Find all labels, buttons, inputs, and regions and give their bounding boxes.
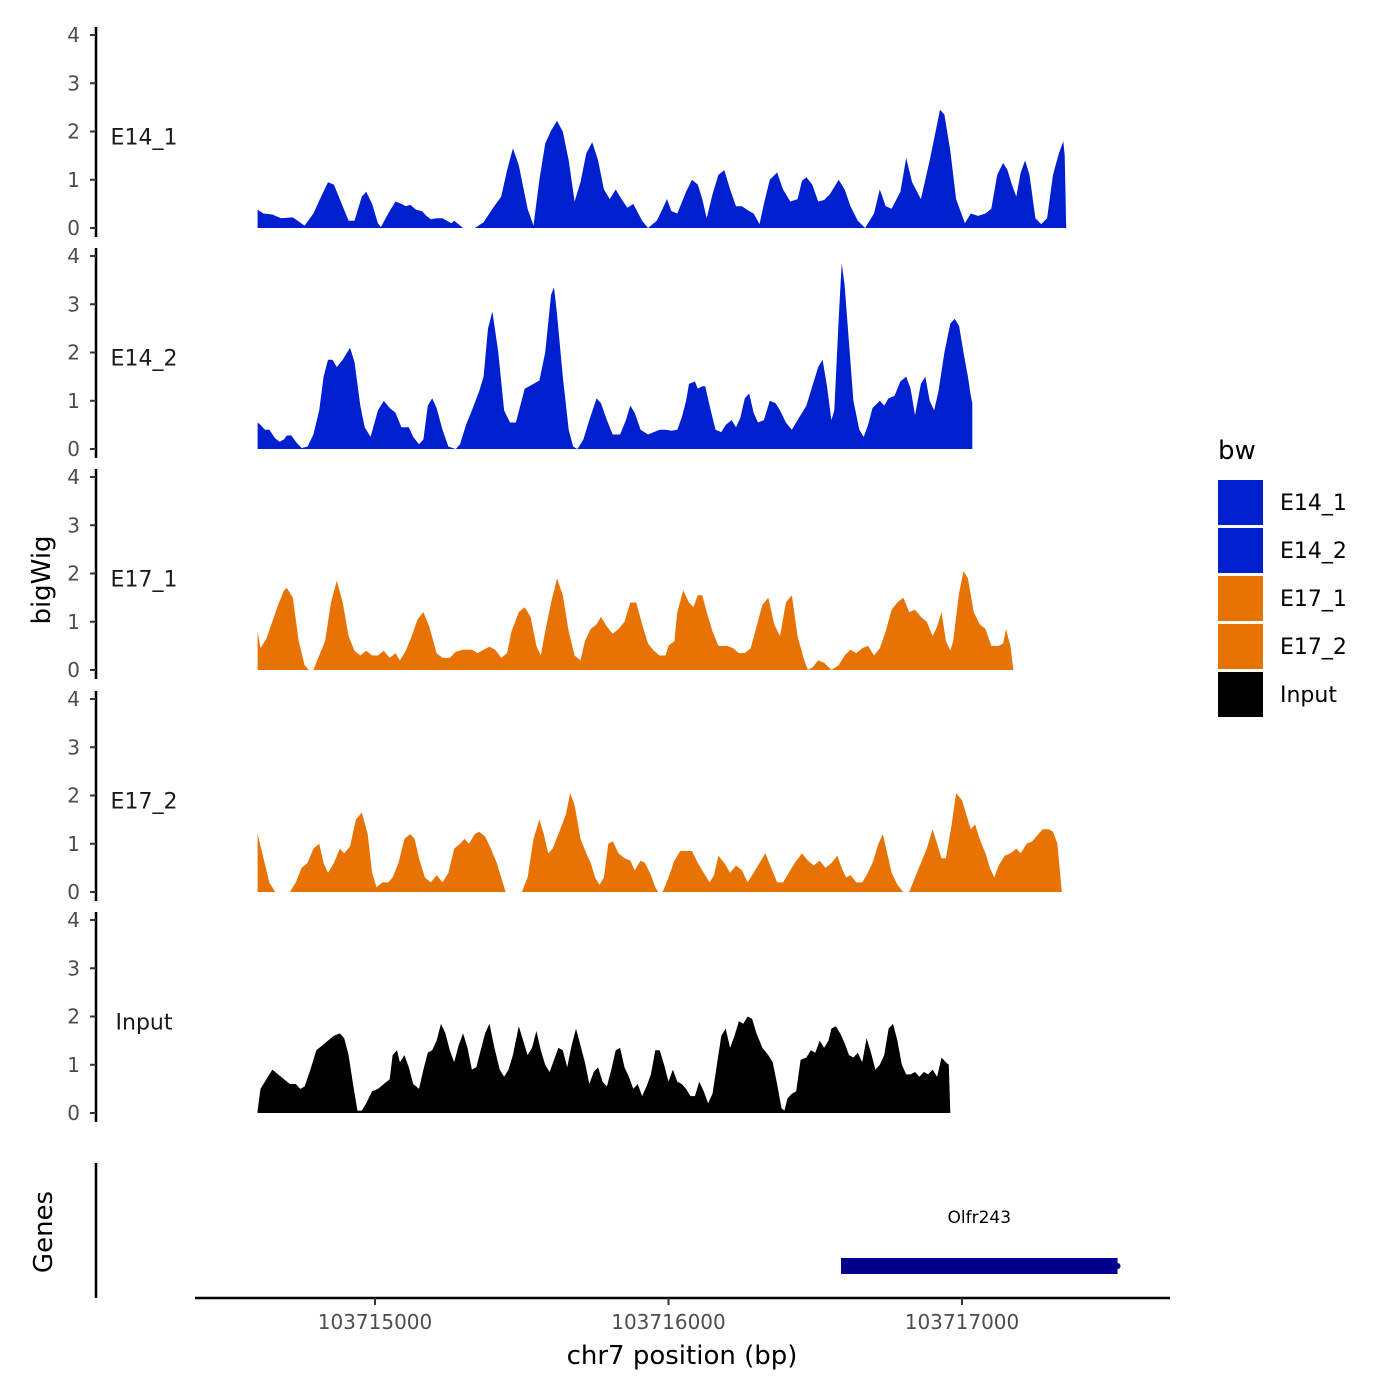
- coverage-area-E17_2: [257, 793, 1062, 892]
- y-tick-label-E17_1-2: 2: [67, 562, 80, 586]
- y-tick-label-E14_2-3: 3: [67, 292, 80, 316]
- y-tick-label-E17_2-0: 0: [67, 880, 80, 904]
- x-tick-label-0: 103715000: [318, 1310, 433, 1334]
- gene-end-marker-Olfr243: [1114, 1263, 1121, 1269]
- y-tick-label-E17_1-0: 0: [67, 658, 80, 682]
- legend: bw E14_1 E14_2 E17_1 E17_2 Input: [1218, 436, 1347, 717]
- track-label-Input: Input: [116, 1010, 173, 1035]
- legend-label-E17_1: E17_1: [1280, 587, 1347, 612]
- coverage-tracks: 0 1 2 3 4 E14_1 0 1 2 3 4 E14_2 0 1 2 3 4 E17_1 0 1 2 3 4 E17_2…: [67, 23, 1067, 1125]
- legend-label-Input: Input: [1280, 683, 1337, 708]
- y-tick-label-E17_2-2: 2: [67, 784, 80, 808]
- y-tick-label-E17_1-1: 1: [67, 610, 80, 634]
- coverage-area-E14_2: [257, 263, 973, 449]
- y-tick-label-E14_2-4: 4: [67, 244, 80, 268]
- x-axis-title: chr7 position (bp): [567, 1341, 798, 1371]
- y-tick-label-E14_2-1: 1: [67, 389, 80, 413]
- track-label-E17_2: E17_2: [111, 789, 178, 814]
- track-E14_2: 0 1 2 3 4 E14_2: [67, 244, 973, 461]
- gene-Olfr243: Olfr243: [840, 1208, 1121, 1274]
- gene-body-Olfr243: [841, 1258, 1118, 1274]
- y-tick-label-E14_1-2: 2: [67, 120, 80, 144]
- gene-strand-marker-Olfr243: [840, 1260, 853, 1272]
- legend-label-E14_1: E14_1: [1280, 491, 1347, 516]
- y-tick-label-E17_2-1: 1: [67, 832, 80, 856]
- y-tick-label-E17_1-4: 4: [67, 465, 80, 489]
- coverage-area-E14_1: [257, 109, 1067, 228]
- coverage-area-E17_1: [257, 571, 1014, 670]
- track-E17_2: 0 1 2 3 4 E17_2: [67, 687, 1062, 904]
- y-tick-label-E14_1-0: 0: [67, 216, 80, 240]
- track-E14_1: 0 1 2 3 4 E14_1: [67, 23, 1067, 240]
- legend-label-E14_2: E14_2: [1280, 539, 1347, 564]
- y-tick-label-E17_1-3: 3: [67, 513, 80, 537]
- legend-title: bw: [1218, 436, 1256, 466]
- genes-panel: Genes Olfr243: [29, 1163, 1121, 1298]
- y-axis-title: bigWig: [27, 535, 57, 624]
- legend-key-Input: [1218, 672, 1263, 717]
- y-tick-label-E14_2-2: 2: [67, 341, 80, 365]
- track-Input: 0 1 2 3 4 Input: [67, 908, 951, 1125]
- genes-axis-title: Genes: [29, 1191, 59, 1273]
- x-axis: chr7 position (bp) 103715000 103716000 103…: [195, 1296, 1170, 1371]
- track-label-E14_1: E14_1: [111, 125, 178, 150]
- y-tick-label-Input-1: 1: [67, 1053, 80, 1077]
- gene-label-Olfr243: Olfr243: [948, 1208, 1012, 1228]
- y-tick-label-Input-4: 4: [67, 908, 80, 932]
- coverage-area-Input: [257, 1016, 951, 1113]
- y-tick-label-E14_1-1: 1: [67, 168, 80, 192]
- legend-key-E17_1: [1218, 576, 1263, 621]
- y-tick-label-E17_2-3: 3: [67, 735, 80, 759]
- y-tick-label-Input-3: 3: [67, 956, 80, 980]
- y-tick-label-E14_1-3: 3: [67, 71, 80, 95]
- track-label-E14_2: E14_2: [111, 346, 178, 371]
- track-label-E17_1: E17_1: [111, 567, 178, 592]
- legend-key-E17_2: [1218, 624, 1263, 669]
- track-E17_1: 0 1 2 3 4 E17_1: [67, 465, 1014, 682]
- x-tick-label-2: 103717000: [905, 1310, 1020, 1334]
- y-tick-label-Input-2: 2: [67, 1005, 80, 1029]
- y-tick-label-E14_2-0: 0: [67, 437, 80, 461]
- y-tick-label-E14_1-4: 4: [67, 23, 80, 47]
- y-tick-label-Input-0: 0: [67, 1101, 80, 1125]
- legend-key-E14_2: [1218, 528, 1263, 573]
- legend-key-E14_1: [1218, 480, 1263, 525]
- y-tick-label-E17_2-4: 4: [67, 687, 80, 711]
- legend-label-E17_2: E17_2: [1280, 635, 1347, 660]
- x-tick-label-1: 103716000: [611, 1310, 726, 1334]
